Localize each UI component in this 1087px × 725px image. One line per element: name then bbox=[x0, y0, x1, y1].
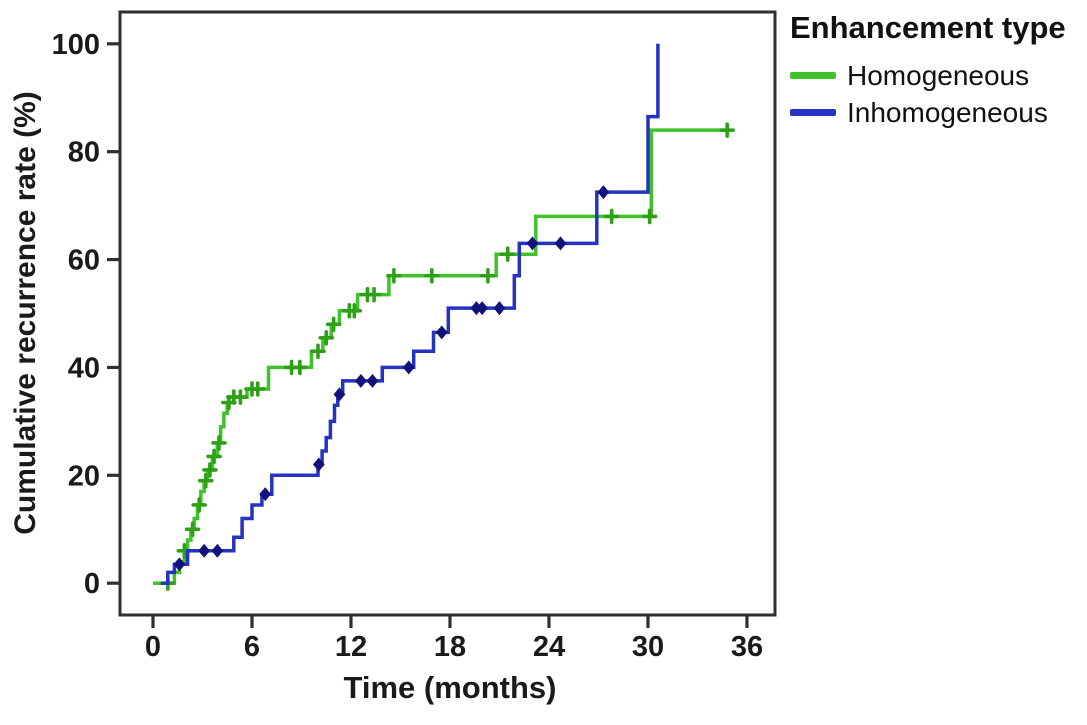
survival-curve-homogeneous bbox=[153, 128, 728, 585]
y-tick-label: 100 bbox=[52, 29, 100, 61]
censor-mark-inhomogeneous bbox=[312, 457, 325, 472]
censor-mark-homogeneous bbox=[310, 343, 326, 360]
censor-mark-homogeneous bbox=[184, 521, 201, 538]
censor-mark-homogeneous bbox=[197, 472, 214, 489]
x-tick-label: 30 bbox=[632, 631, 664, 663]
censor-mark-inhomogeneous bbox=[355, 373, 367, 388]
y-tick-label: 80 bbox=[68, 137, 100, 169]
x-tick-label: 24 bbox=[533, 631, 565, 663]
censor-mark-homogeneous bbox=[480, 267, 496, 284]
censor-mark-homogeneous bbox=[249, 381, 266, 397]
censor-mark-homogeneous bbox=[641, 208, 658, 225]
censor-mark-inhomogeneous bbox=[333, 387, 346, 402]
censor-mark-inhomogeneous bbox=[366, 373, 379, 388]
legend-swatch-homogeneous bbox=[790, 72, 836, 79]
censor-mark-inhomogeneous bbox=[259, 487, 272, 502]
y-tick-label: 40 bbox=[68, 352, 100, 384]
legend-label: Homogeneous bbox=[847, 59, 1030, 91]
censor-mark-homogeneous bbox=[719, 122, 735, 138]
x-tick-label: 18 bbox=[434, 631, 466, 663]
censor-mark-homogeneous bbox=[424, 267, 440, 284]
censor-mark-homogeneous bbox=[346, 303, 363, 319]
censor-mark-homogeneous bbox=[325, 316, 342, 333]
censor-mark-inhomogeneous bbox=[402, 360, 415, 375]
x-tick-label: 12 bbox=[335, 631, 367, 663]
censor-mark-inhomogeneous bbox=[198, 543, 210, 558]
censor-mark-homogeneous bbox=[318, 329, 335, 346]
x-axis-title: Time (months) bbox=[343, 670, 557, 705]
censor-mark-inhomogeneous bbox=[597, 185, 610, 200]
censor-mark-homogeneous bbox=[202, 462, 218, 478]
censor-mark-inhomogeneous bbox=[554, 236, 567, 251]
y-tick-label: 0 bbox=[84, 568, 100, 600]
censor-mark-inhomogeneous bbox=[526, 236, 539, 251]
censor-mark-homogeneous bbox=[499, 246, 516, 262]
censor-mark-homogeneous bbox=[211, 435, 227, 451]
censor-mark-inhomogeneous bbox=[476, 301, 488, 316]
censor-mark-homogeneous bbox=[206, 448, 222, 465]
legend-swatch-inhomogeneous bbox=[790, 109, 836, 116]
legend-items: Homogeneous Inhomogeneous bbox=[790, 58, 1087, 130]
censor-mark-homogeneous bbox=[603, 208, 620, 225]
censor-mark-homogeneous bbox=[366, 286, 382, 303]
censor-mark-homogeneous bbox=[386, 267, 402, 284]
censor-mark-inhomogeneous bbox=[211, 543, 224, 558]
censor-mark-homogeneous bbox=[232, 389, 249, 405]
y-tick-label: 60 bbox=[68, 245, 100, 277]
legend-item-inhomogeneous: Inhomogeneous bbox=[790, 95, 1087, 130]
censor-mark-inhomogeneous bbox=[435, 325, 448, 340]
censor-mark-homogeneous bbox=[191, 497, 207, 513]
legend-item-homogeneous: Homogeneous bbox=[790, 58, 1087, 93]
survival-curve-inhomogeneous bbox=[161, 43, 660, 585]
y-tick-label: 20 bbox=[68, 460, 100, 492]
censor-mark-inhomogeneous bbox=[493, 301, 506, 316]
legend: Enhancement type Homogeneous Inhomogeneou… bbox=[790, 10, 1087, 132]
x-tick-label: 0 bbox=[145, 631, 161, 663]
x-tick-label: 36 bbox=[731, 631, 763, 663]
km-plot: 0 6 12 18 24 30 36 0 20 40 60 80 100 bbox=[52, 10, 777, 663]
legend-title: Enhancement type bbox=[790, 10, 1066, 45]
x-tick-label: 6 bbox=[244, 631, 260, 663]
y-axis-title: Cumulative recurrence rate (%) bbox=[9, 91, 42, 535]
censor-mark-inhomogeneous bbox=[173, 557, 186, 572]
plot-border bbox=[118, 10, 777, 617]
censor-mark-homogeneous bbox=[292, 359, 308, 376]
legend-label: Inhomogeneous bbox=[847, 96, 1048, 128]
